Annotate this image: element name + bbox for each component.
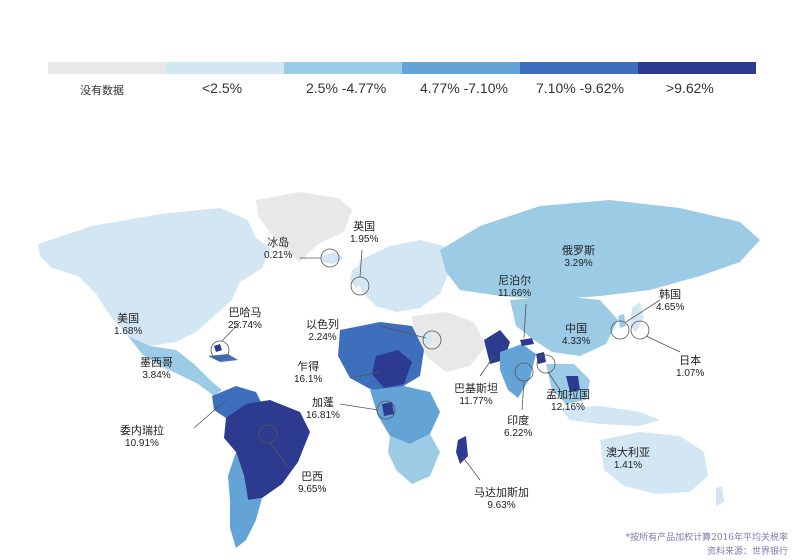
label-mexico: 墨西哥 3.84%	[140, 356, 173, 381]
region-madagascar	[456, 436, 468, 464]
leader-israel	[379, 325, 427, 339]
region-south-cone	[228, 452, 262, 548]
leader-pakistan	[479, 355, 495, 377]
marker-israel	[422, 330, 442, 350]
legend-label-no-data: 没有数据	[80, 84, 124, 97]
leader-chad	[349, 371, 381, 379]
region-uk	[350, 264, 366, 288]
label-india: 印度 6.22%	[504, 414, 533, 439]
label-chad: 乍得 16.1%	[294, 360, 323, 385]
region-russia	[440, 200, 760, 300]
legend-swatch-1	[166, 62, 284, 74]
region-southern-africa	[388, 434, 440, 484]
region-japan	[630, 302, 644, 332]
label-usa: 美国 1.68%	[114, 312, 143, 337]
label-gabon: 加蓬 16.81%	[306, 396, 340, 421]
region-chad	[372, 350, 412, 388]
label-israel: 以色列 2.24%	[306, 318, 339, 343]
legend-label-1: <2.5%	[202, 80, 243, 96]
region-europe	[356, 240, 450, 312]
region-new-zealand	[716, 486, 724, 506]
label-venezuela: 委内瑞拉 10.91%	[120, 424, 164, 449]
region-mexico	[128, 336, 222, 396]
label-pakistan: 巴基斯坦 11.77%	[454, 382, 498, 407]
region-greenland	[256, 192, 352, 262]
label-uk: 英国 1.95%	[350, 220, 379, 245]
legend-label-3: 4.77% -7.10%	[420, 80, 508, 96]
marker-japan	[630, 320, 650, 340]
label-brazil: 巴西 9.65%	[298, 470, 327, 495]
label-australia: 澳大利亚 1.41%	[606, 446, 650, 471]
region-indonesia	[560, 406, 660, 426]
leader-korea	[625, 299, 661, 323]
region-israel	[424, 332, 432, 344]
label-iceland: 冰岛 0.21%	[264, 236, 293, 261]
leader-brazil	[269, 442, 289, 467]
region-canada-usa	[38, 208, 270, 346]
region-bahamas	[214, 344, 222, 352]
leader-venezuela	[193, 399, 227, 429]
region-cuba	[208, 354, 238, 362]
label-nepal: 尼泊尔 11.66%	[498, 274, 532, 299]
label-korea: 韩国 4.65%	[656, 288, 685, 313]
leader-bangladesh	[547, 371, 561, 391]
label-bangladesh: 孟加拉国 12.16%	[546, 388, 590, 413]
region-middle-east	[412, 312, 486, 372]
legend-swatch-2	[284, 62, 402, 74]
region-myanmar	[566, 376, 580, 392]
label-russia: 俄罗斯 3.29%	[562, 244, 595, 269]
legend-swatch-5	[638, 62, 756, 74]
region-nepal	[520, 338, 534, 346]
label-bahamas: 巴哈马 25.74%	[228, 306, 262, 331]
label-madagascar: 马达加斯加 9.63%	[474, 486, 529, 511]
footnote-method: *按所有产品加权计算2016年平均关税率	[625, 533, 788, 543]
marker-bangladesh	[536, 354, 556, 374]
region-brazil	[224, 400, 310, 500]
legend-label-4: 7.10% -9.62%	[536, 80, 624, 96]
region-iceland	[322, 252, 344, 264]
marker-bahamas	[210, 340, 230, 360]
leader-nepal	[523, 303, 527, 339]
region-gabon	[382, 402, 394, 416]
leader-india	[521, 380, 525, 411]
legend-swatch-3	[402, 62, 520, 74]
legend-label-2: 2.5% -4.77%	[306, 80, 387, 96]
marker-korea	[610, 320, 630, 340]
label-japan: 日本 1.07%	[676, 354, 705, 379]
region-australia	[600, 432, 708, 494]
legend-label-5: >9.62%	[666, 80, 714, 96]
legend-swatch-4	[520, 62, 638, 74]
region-central-africa	[370, 386, 440, 444]
leader-uk	[359, 249, 363, 278]
region-india	[500, 344, 536, 398]
footnote-source: 资料来源：世界银行	[706, 547, 788, 557]
marker-brazil	[258, 424, 278, 444]
leader-gabon	[339, 403, 379, 411]
region-china	[510, 296, 618, 356]
legend-swatch-no-data	[48, 62, 166, 74]
leader-bahamas	[221, 321, 241, 342]
leader-madagascar	[461, 455, 481, 481]
leader-japan	[645, 335, 681, 353]
label-china: 中国 4.33%	[562, 322, 591, 347]
